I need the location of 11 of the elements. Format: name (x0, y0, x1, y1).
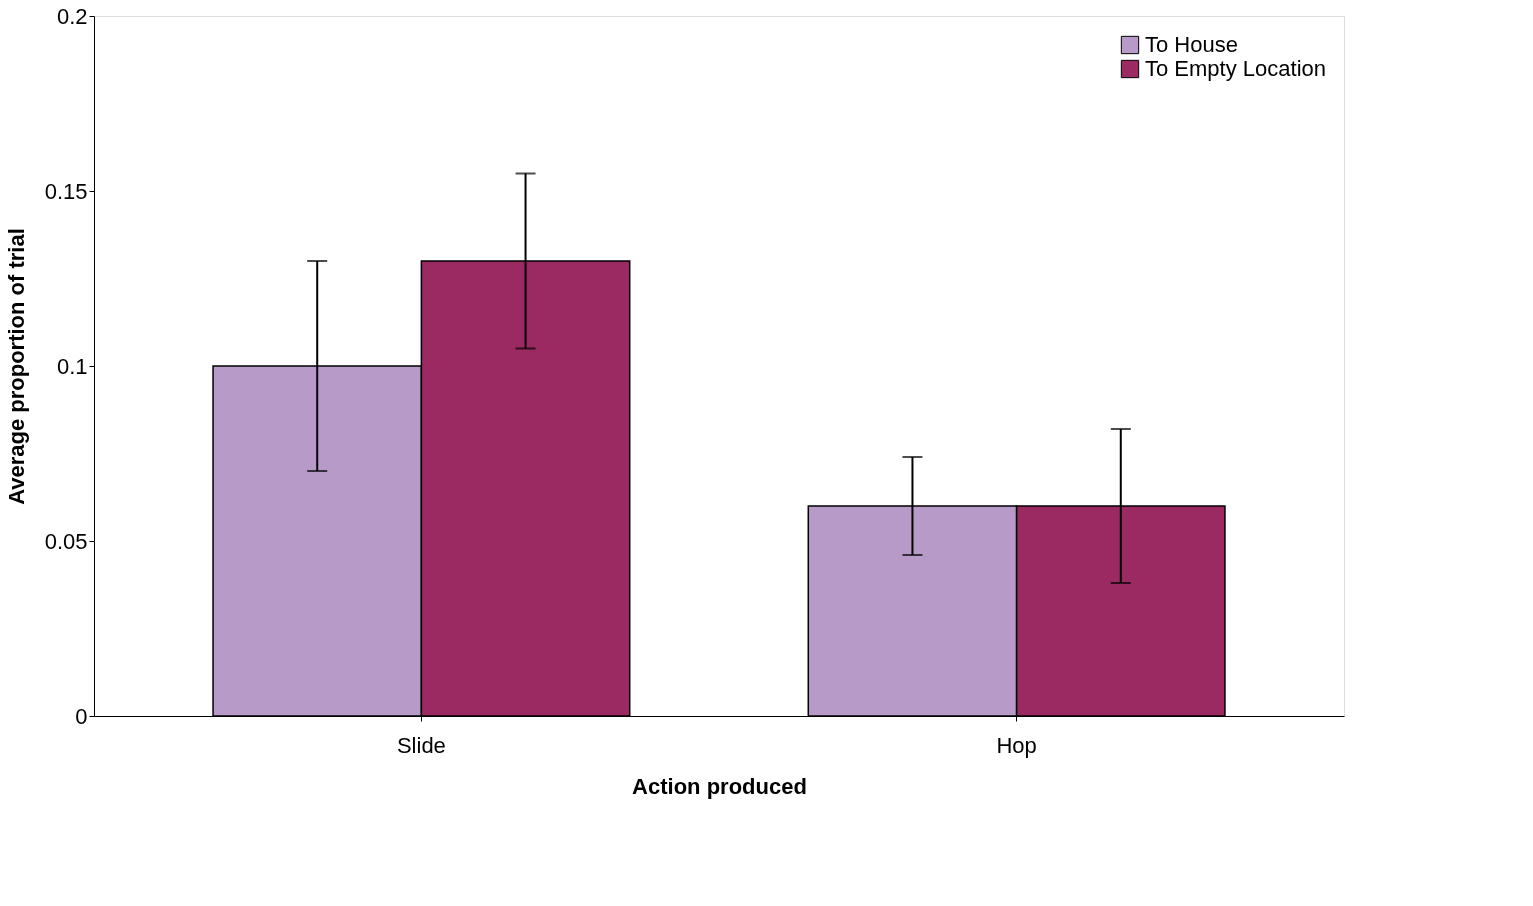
legend-label: To House (1145, 32, 1238, 57)
x-axis-title: Action produced (632, 773, 807, 799)
y-tick-label: 0.1 (56, 353, 88, 379)
x-tick-label: Slide (396, 732, 446, 758)
y-tick-label: 0 (75, 703, 88, 729)
y-axis-title: Average proportion of trial (3, 228, 29, 505)
x-tick-label: Hop (996, 732, 1037, 758)
legend-label: To Empty Location (1145, 56, 1326, 81)
y-tick-label: 0.2 (56, 3, 88, 29)
y-tick-label: 0.15 (44, 178, 88, 204)
y-tick-label: 0.05 (44, 528, 88, 554)
